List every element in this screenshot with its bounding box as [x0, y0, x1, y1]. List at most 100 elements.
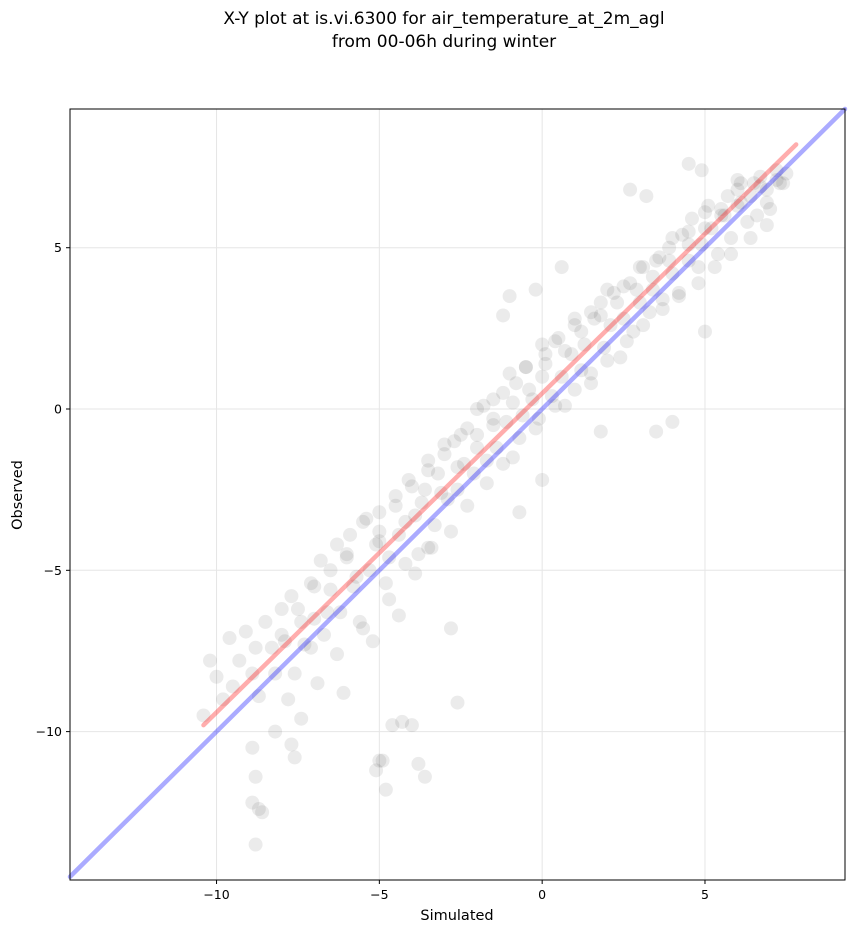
scatter-point: [554, 369, 569, 384]
scatter-point: [697, 324, 712, 339]
scatter-point: [528, 421, 543, 436]
scatter-point: [369, 537, 384, 552]
scatter-point: [453, 427, 468, 442]
scatter-point: [395, 714, 410, 729]
scatter-point: [255, 805, 270, 820]
scatter-point: [548, 334, 563, 349]
scatter-point: [303, 640, 318, 655]
scatter-point: [769, 163, 784, 178]
scatter-point: [489, 440, 504, 455]
scatter-point: [665, 231, 680, 246]
scatter-point: [623, 276, 638, 291]
scatter-point: [284, 737, 299, 752]
scatter-point: [496, 385, 511, 400]
scatter-point: [691, 276, 706, 291]
scatter-point: [391, 527, 406, 542]
scatter-point: [479, 453, 494, 468]
plot-area: [69, 108, 846, 881]
scatter-point: [411, 756, 426, 771]
scatter-point: [466, 466, 481, 481]
scatter-point: [447, 434, 462, 449]
scatter-point: [460, 421, 475, 436]
scatter-point: [535, 337, 550, 352]
scatter-points: [196, 156, 794, 852]
x-tick-label: −10: [203, 887, 229, 902]
scatter-point: [424, 540, 439, 555]
scatter-point: [724, 247, 739, 262]
scatter-point: [352, 614, 367, 629]
scatter-point: [681, 253, 696, 268]
x-tick-label: 5: [701, 887, 709, 902]
scatter-point: [470, 440, 485, 455]
scatter-point: [691, 260, 706, 275]
fit-lines: [67, 106, 848, 880]
scatter-point: [388, 498, 403, 513]
fit-line: [67, 106, 848, 880]
scatter-point: [720, 189, 735, 204]
scatter-point: [486, 411, 501, 426]
scatter-point: [238, 624, 253, 639]
scatter-point: [258, 614, 273, 629]
scatter-point: [330, 647, 345, 662]
scatter-point: [496, 308, 511, 323]
scatter-point: [378, 576, 393, 591]
scatter-point: [277, 634, 292, 649]
scatter-point: [457, 456, 472, 471]
scatter-point: [505, 450, 520, 465]
scatter-point: [724, 231, 739, 246]
scatter-point: [421, 540, 436, 555]
scatter-point: [759, 195, 774, 210]
scatter-point: [248, 640, 263, 655]
scatter-point: [356, 514, 371, 529]
scatter-point: [593, 308, 608, 323]
scatter-point: [196, 708, 211, 723]
scatter-point: [603, 318, 618, 333]
scatter-point: [632, 295, 647, 310]
scatter-point: [287, 666, 302, 681]
scatter-point: [652, 250, 667, 265]
scatter-point: [408, 508, 423, 523]
scatter-point: [717, 208, 732, 223]
scatter-point: [759, 218, 774, 233]
x-axis-label: Simulated: [420, 908, 493, 924]
scatter-point: [613, 350, 628, 365]
scatter-point: [684, 211, 699, 226]
scatter-point: [222, 631, 237, 646]
scatter-point: [740, 214, 755, 229]
scatter-point: [450, 460, 465, 475]
scatter-point: [307, 611, 322, 626]
y-tick-label: 5: [54, 240, 62, 255]
scatter-point: [333, 605, 348, 620]
scatter-point: [245, 740, 260, 755]
scatter-point: [388, 489, 403, 504]
scatter-point: [636, 260, 651, 275]
scatter-point: [655, 302, 670, 317]
scatter-point: [639, 189, 654, 204]
scatter-point: [443, 524, 458, 539]
scatter-point: [779, 166, 794, 181]
y-axis-label: Observed: [10, 460, 26, 530]
scatter-point: [372, 534, 387, 549]
scatter-point: [675, 227, 690, 242]
scatter-point: [281, 692, 296, 707]
y-tick-label: 0: [54, 402, 62, 417]
scatter-point: [711, 247, 726, 262]
scatter-point: [697, 205, 712, 220]
scatter-point: [421, 453, 436, 468]
scatter-point: [557, 343, 572, 358]
scatter-point: [316, 627, 331, 642]
scatter-point: [359, 511, 374, 526]
scatter-point: [323, 582, 338, 597]
scatter-point: [225, 679, 240, 694]
scatter-point: [655, 292, 670, 307]
scatter-point: [362, 563, 377, 578]
scatter-point: [574, 363, 589, 378]
scatter-point: [642, 305, 657, 320]
scatter-point: [649, 253, 664, 268]
scatter-point: [391, 608, 406, 623]
scatter-point: [515, 408, 530, 423]
scatter-point: [759, 182, 774, 197]
scatter-point: [365, 634, 380, 649]
scatter-point: [681, 224, 696, 239]
fit-line: [201, 142, 799, 728]
